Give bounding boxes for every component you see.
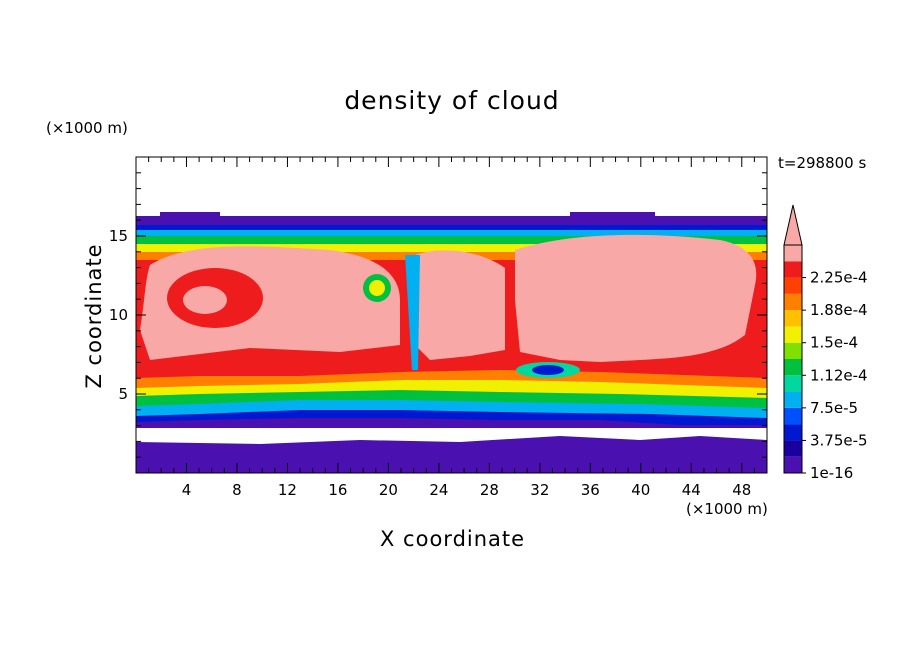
x-axis-unit-label: (×1000 m) xyxy=(686,500,768,518)
x-axis-title: X coordinate xyxy=(380,527,526,551)
colorbar-swatch xyxy=(784,245,802,262)
colorbar-swatch xyxy=(784,277,802,294)
colorbar: 2.25e-4 1.88e-4 1.5e-4 1.12e-4 7.5e-5 3.75e-5… xyxy=(783,204,868,482)
filament-center xyxy=(405,255,420,370)
time-label: t=298800 s xyxy=(778,154,867,172)
colorbar-tick-label: 1.12e-4 xyxy=(810,366,868,384)
colorbar-swatch xyxy=(784,359,802,376)
colorbar-swatch xyxy=(784,310,802,327)
swirl-left-core xyxy=(183,286,227,314)
cloud-top-bump-left xyxy=(160,212,220,218)
x-tick-label: 4 xyxy=(182,481,192,499)
pink-right xyxy=(515,234,757,362)
colorbar-swatch xyxy=(784,342,802,359)
colorbar-swatch xyxy=(784,326,802,343)
colorbar-swatch xyxy=(784,261,802,278)
x-tick-label: 16 xyxy=(328,481,347,499)
colorbar-swatch xyxy=(784,456,802,473)
colorbar-swatch xyxy=(784,440,802,457)
colorbar-tick-label: 1.88e-4 xyxy=(810,301,868,319)
vortex-yellow xyxy=(369,280,385,296)
colorbar-swatch xyxy=(784,391,802,408)
colorbar-swatch xyxy=(784,375,802,392)
x-tick-label: 40 xyxy=(631,481,650,499)
x-tick-label: 12 xyxy=(278,481,297,499)
cloud-free-top xyxy=(136,157,767,216)
colorbar-tick-label: 2.25e-4 xyxy=(810,269,868,287)
colorbar-swatch xyxy=(784,407,802,425)
colorbar-extend-arrow xyxy=(783,204,803,246)
x-tick-label: 44 xyxy=(682,481,701,499)
y-axis-ticks: 5 10 15 xyxy=(109,156,767,474)
colorbar-tick-label: 7.5e-5 xyxy=(810,399,858,417)
eddy-blue xyxy=(532,365,564,375)
y-tick-label: 15 xyxy=(109,227,128,245)
chart-title: density of cloud xyxy=(344,86,560,115)
pink-center xyxy=(415,250,505,360)
x-tick-label: 8 xyxy=(232,481,242,499)
x-tick-label: 20 xyxy=(379,481,398,499)
colorbar-tick-label: 1e-16 xyxy=(810,464,853,482)
x-tick-label: 24 xyxy=(429,481,448,499)
colorbar-swatch xyxy=(784,424,802,441)
y-tick-label: 5 xyxy=(118,385,128,403)
x-tick-label: 36 xyxy=(581,481,600,499)
x-tick-label: 32 xyxy=(530,481,549,499)
x-tick-label: 48 xyxy=(732,481,751,499)
y-axis-unit-label: (×1000 m) xyxy=(46,119,128,137)
cloud-top-bump-right xyxy=(570,212,655,218)
y-tick-label: 10 xyxy=(109,306,128,324)
colorbar-tick-label: 1.5e-4 xyxy=(810,334,858,352)
cloud-free-gap xyxy=(136,428,767,444)
x-axis-ticks: 4 8 12 16 20 24 28 32 36 40 44 48 xyxy=(135,157,768,499)
colorbar-swatch xyxy=(784,293,802,311)
colorbar-tick-label: 3.75e-5 xyxy=(810,431,868,449)
cloud-density-field xyxy=(136,157,767,473)
x-tick-label: 28 xyxy=(480,481,499,499)
